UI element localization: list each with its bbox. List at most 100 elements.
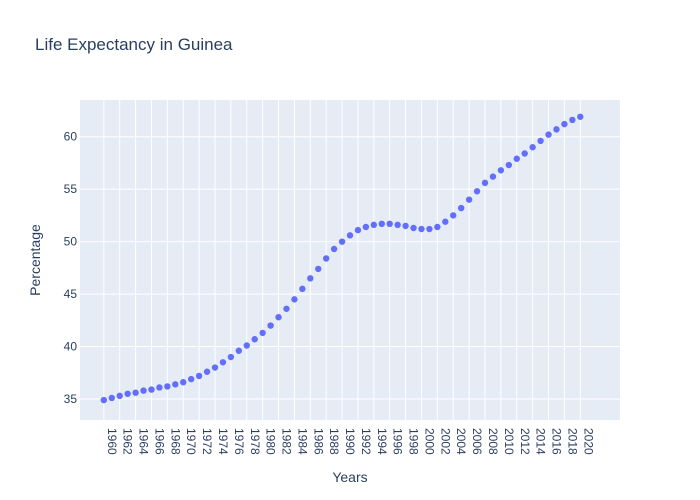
x-tick-label: 2018 <box>565 428 579 455</box>
x-tick-label: 1996 <box>391 428 405 455</box>
x-tick-label: 1986 <box>311 428 325 455</box>
data-point <box>521 150 528 157</box>
x-tick-label: 1998 <box>407 428 421 455</box>
data-point <box>386 220 393 228</box>
x-tick-label: 2008 <box>486 428 500 455</box>
x-tick-label: 2002 <box>438 428 452 455</box>
data-point <box>259 329 266 337</box>
x-tick-label: 1978 <box>248 428 262 455</box>
data-point <box>108 394 115 402</box>
data-point <box>315 265 322 273</box>
data-point <box>577 113 584 120</box>
data-point <box>180 379 187 386</box>
y-axis-ticks: 35 40 45 50 55 60 <box>64 130 78 406</box>
data-point <box>505 161 513 169</box>
data-point <box>164 383 171 390</box>
data-point <box>267 322 274 329</box>
data-point <box>354 226 362 234</box>
x-tick-label: 1976 <box>232 428 246 455</box>
x-tick-label: 1968 <box>168 428 182 455</box>
data-point <box>378 220 385 228</box>
data-point <box>473 188 481 195</box>
data-point <box>322 255 330 262</box>
data-point <box>227 353 235 361</box>
x-tick-label: 2004 <box>454 428 468 455</box>
x-tick-label: 2014 <box>534 428 548 455</box>
data-point <box>299 285 306 293</box>
x-tick-label: 2012 <box>518 428 532 455</box>
data-point <box>370 221 378 229</box>
data-point <box>513 155 520 162</box>
x-tick-label: 1984 <box>295 428 309 455</box>
data-points <box>100 113 584 404</box>
data-point <box>489 173 497 180</box>
data-point <box>537 137 544 145</box>
data-point <box>426 225 433 233</box>
data-point <box>346 232 354 239</box>
data-point <box>195 372 203 380</box>
data-point <box>569 116 576 124</box>
y-axis-title: Percentage <box>27 224 43 296</box>
data-point <box>100 396 108 404</box>
x-tick-label: 1972 <box>200 428 214 455</box>
data-point <box>156 384 163 391</box>
x-tick-label: 1982 <box>280 428 294 455</box>
y-tick-label: 55 <box>64 182 78 196</box>
data-point <box>553 126 560 133</box>
data-point <box>434 223 441 231</box>
plot-area <box>80 100 620 420</box>
data-point <box>140 387 147 394</box>
data-point <box>481 179 489 187</box>
y-tick-label: 45 <box>64 287 78 301</box>
data-point <box>243 342 250 349</box>
gridlines <box>80 100 620 420</box>
y-tick-label: 50 <box>64 235 78 249</box>
data-point <box>187 375 195 383</box>
data-point <box>307 275 314 282</box>
x-tick-label: 1988 <box>327 428 341 455</box>
x-axis-ticks: 1960 1962 1964 1966 1968 1970 1972 1974 1976 1978… <box>105 428 595 455</box>
data-point <box>219 359 227 366</box>
x-tick-label: 1966 <box>152 428 166 455</box>
data-point <box>116 392 123 400</box>
data-point <box>418 225 425 233</box>
data-point <box>330 245 338 253</box>
y-tick-label: 60 <box>64 130 78 144</box>
data-point <box>410 224 417 232</box>
data-point <box>394 221 401 229</box>
x-tick-label: 1962 <box>121 428 135 455</box>
data-point <box>457 204 465 212</box>
data-point <box>545 131 552 138</box>
chart-title: Life Expectancy in Guinea <box>35 35 233 54</box>
x-tick-label: 2000 <box>422 428 436 455</box>
x-tick-label: 2020 <box>581 428 595 455</box>
y-tick-label: 35 <box>64 392 78 406</box>
data-point <box>283 305 290 312</box>
x-tick-label: 1990 <box>343 428 357 455</box>
data-point <box>251 336 258 343</box>
data-point <box>529 144 536 151</box>
data-point <box>450 212 457 219</box>
data-point <box>235 347 243 354</box>
x-axis-title: Years <box>332 469 367 485</box>
data-point <box>172 381 179 388</box>
data-point <box>148 386 155 393</box>
data-point <box>124 390 131 397</box>
y-tick-label: 40 <box>64 340 78 354</box>
data-point <box>497 167 505 174</box>
x-tick-label: 1970 <box>184 428 198 455</box>
data-point <box>402 222 409 230</box>
x-tick-label: 1960 <box>105 428 119 455</box>
x-tick-label: 1964 <box>137 428 151 455</box>
data-point <box>561 120 568 128</box>
data-point <box>132 389 139 396</box>
data-point <box>203 368 211 375</box>
x-tick-label: 1980 <box>264 428 278 455</box>
data-point <box>275 313 282 321</box>
data-point <box>291 296 298 303</box>
x-tick-label: 1974 <box>216 428 230 455</box>
data-point <box>338 238 346 245</box>
x-tick-label: 2016 <box>550 428 564 455</box>
data-point <box>362 223 370 231</box>
